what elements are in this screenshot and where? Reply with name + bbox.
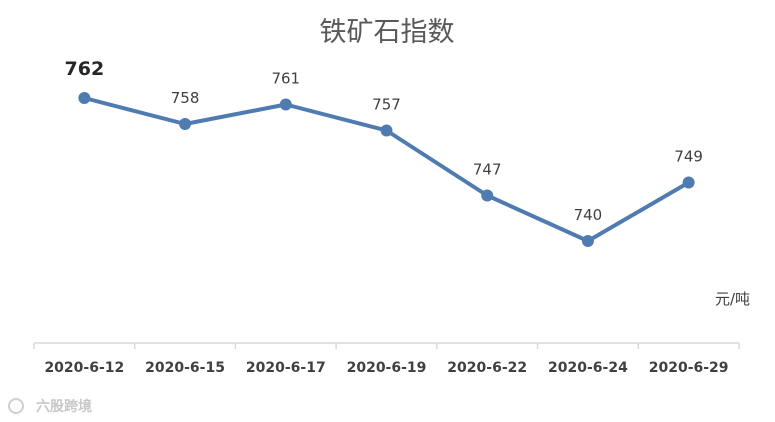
data-label: 761 [271, 70, 300, 88]
data-label: 740 [574, 206, 603, 224]
data-point [380, 124, 393, 137]
data-points [78, 92, 695, 247]
data-labels: 762 758 761 757 747 740 749 [65, 58, 703, 224]
data-label: 757 [372, 96, 401, 114]
x-tick-label: 2020-6-12 [44, 360, 124, 376]
watermark-logo-icon [8, 398, 24, 414]
data-label: 758 [171, 89, 200, 107]
data-point [279, 98, 292, 111]
data-point [179, 118, 192, 130]
data-point [78, 92, 91, 104]
x-axis-labels: 2020-6-12 2020-6-15 2020-6-17 2020-6-19 2020… [44, 360, 728, 376]
watermark: 六股跨境 [8, 398, 92, 415]
x-tick-label: 2020-6-17 [246, 360, 326, 376]
x-tick-label: 2020-6-22 [447, 360, 527, 376]
x-tick-label: 2020-6-24 [548, 360, 628, 376]
data-label: 747 [473, 161, 502, 179]
x-tick-label: 2020-6-29 [649, 360, 729, 376]
data-point [682, 176, 695, 189]
data-point [481, 189, 494, 202]
chart-title: 铁矿石指数 [320, 17, 455, 48]
x-axis-ticks [33, 343, 740, 349]
data-label: 749 [674, 148, 703, 166]
watermark-text: 六股跨境 [36, 398, 92, 415]
x-tick-label: 2020-6-15 [145, 360, 225, 376]
x-tick-label: 2020-6-19 [347, 360, 427, 376]
data-point [581, 235, 594, 247]
data-label: 762 [65, 58, 105, 80]
unit-label: 元/吨 [715, 290, 750, 308]
